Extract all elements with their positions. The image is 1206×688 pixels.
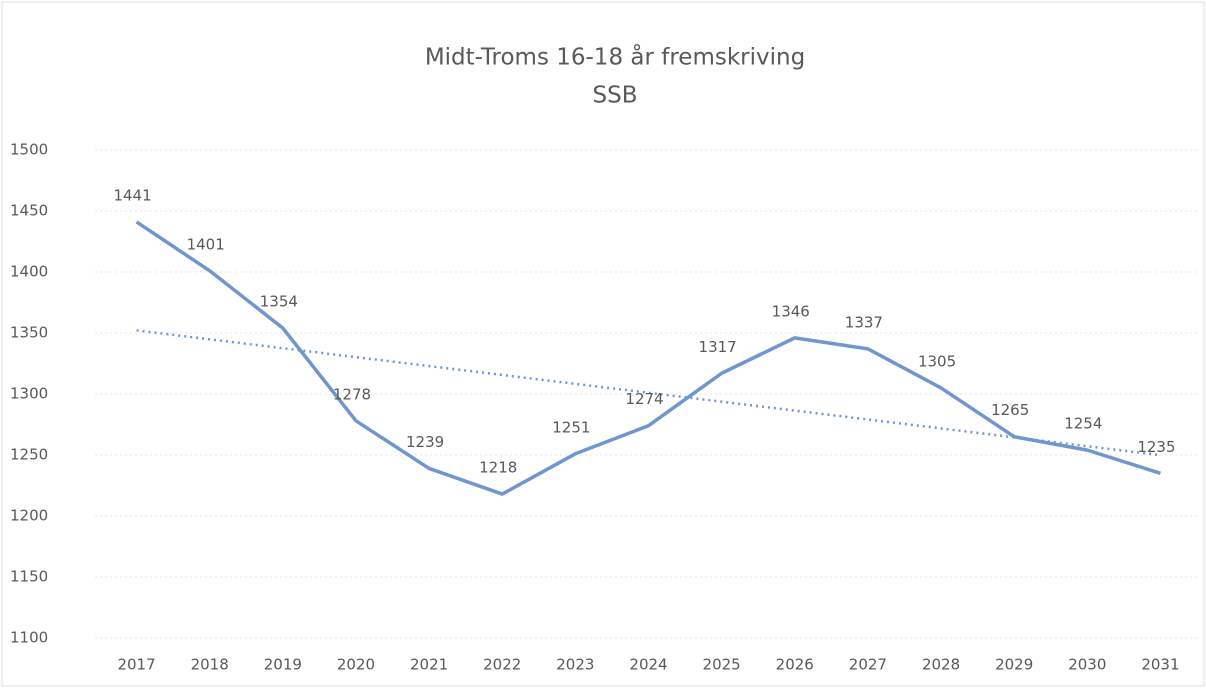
data-label: 1337 <box>845 313 883 331</box>
chart-subtitle: SSB <box>593 83 638 109</box>
y-tick-label: 1250 <box>10 446 48 464</box>
y-tick-label: 1300 <box>10 385 48 403</box>
data-label: 1305 <box>918 352 956 370</box>
x-tick-label: 2020 <box>337 656 375 674</box>
data-label: 1251 <box>552 418 590 436</box>
data-label: 1235 <box>1137 438 1175 456</box>
y-tick-label: 1200 <box>10 507 48 525</box>
y-tick-label: 1100 <box>10 629 48 647</box>
x-tick-label: 2029 <box>995 656 1033 674</box>
x-tick-label: 2027 <box>849 656 887 674</box>
x-tick-label: 2026 <box>776 656 814 674</box>
chart-title: Midt-Troms 16-18 år fremskriving <box>425 43 805 71</box>
data-line <box>135 220 1161 496</box>
data-label: 1265 <box>991 401 1029 419</box>
x-tick-label: 2023 <box>556 656 594 674</box>
y-tick-label: 1350 <box>10 324 48 342</box>
y-tick-label: 1450 <box>10 202 48 220</box>
x-tick-label: 2025 <box>703 656 741 674</box>
data-label: 1441 <box>113 186 151 204</box>
x-tick-label: 2024 <box>629 656 667 674</box>
x-tick-label: 2030 <box>1068 656 1106 674</box>
data-label: 1239 <box>406 433 444 451</box>
trendline <box>136 329 1161 457</box>
data-label: 1401 <box>187 235 225 253</box>
data-label: 1354 <box>260 293 298 311</box>
data-label: 1274 <box>625 390 663 408</box>
x-tick-label: 2031 <box>1141 656 1179 674</box>
data-label: 1346 <box>772 302 810 320</box>
data-label: 1317 <box>699 338 737 356</box>
x-tick-label: 2018 <box>191 656 229 674</box>
x-tick-label: 2028 <box>922 656 960 674</box>
x-tick-label: 2019 <box>264 656 302 674</box>
x-tick-label: 2017 <box>117 656 155 674</box>
y-tick-label: 1150 <box>10 568 48 586</box>
data-label: 1278 <box>333 385 371 403</box>
data-label: 1254 <box>1064 415 1102 433</box>
y-tick-label: 1500 <box>10 141 48 159</box>
data-label: 1218 <box>479 459 517 477</box>
y-tick-label: 1400 <box>10 263 48 281</box>
x-tick-label: 2021 <box>410 656 448 674</box>
x-tick-label: 2022 <box>483 656 521 674</box>
